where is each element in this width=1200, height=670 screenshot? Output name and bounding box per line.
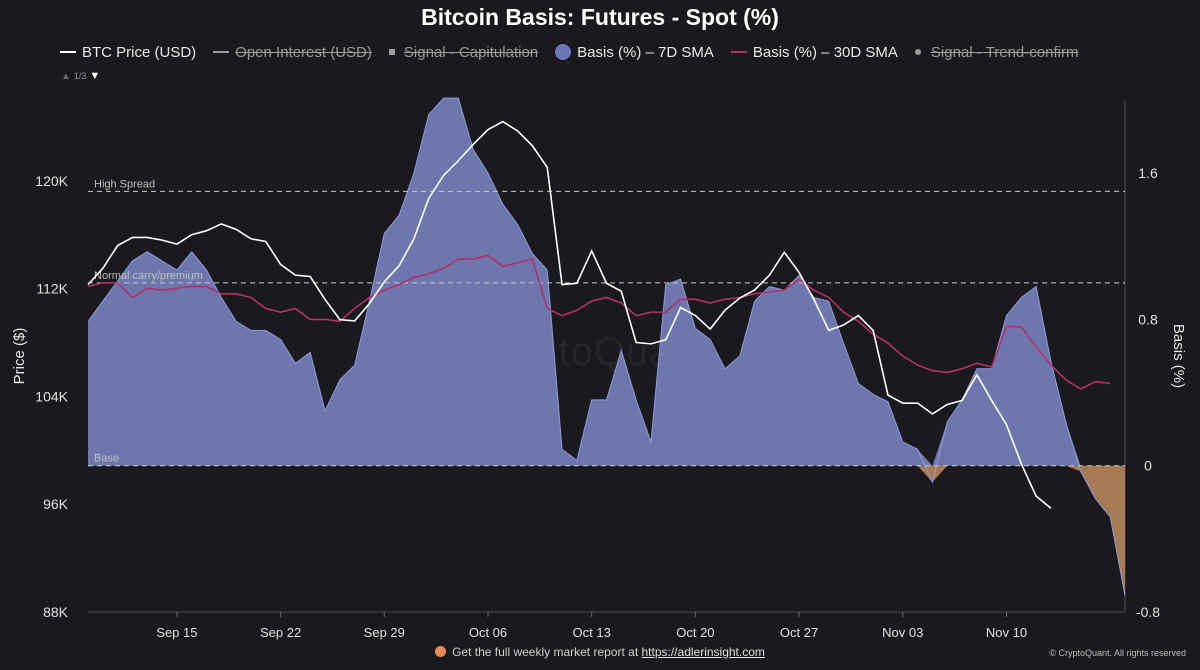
basis-7d-outline (87, 97, 1126, 596)
left-axis-title: Price ($) (11, 328, 28, 385)
legend-page-indicator: 1/3 (73, 71, 87, 81)
reference-line-label: High Spread (94, 178, 155, 190)
x-axis-tick: Sep 29 (364, 625, 405, 640)
legend-label: BTC Price (USD) (82, 43, 197, 61)
legend-swatch-icon (555, 44, 572, 60)
x-axis-tick: Sep 15 (156, 625, 197, 640)
legend-swatch-icon (388, 49, 395, 55)
basis-7d-area-positive (88, 98, 1125, 466)
basis-7d-area-negative (88, 465, 1125, 596)
promo-text: Get the full weekly market report at (452, 645, 642, 659)
legend-label: Open Interest (USD) (235, 43, 372, 61)
basis-30d-line (87, 254, 1111, 390)
legend-page-down-icon[interactable]: ▼ (89, 70, 101, 82)
copyright-credit: © CryptoQuant. All rights reserved (1049, 648, 1186, 658)
legend-label: Basis (%) – 7D SMA (577, 43, 714, 61)
legend-swatch-icon (213, 51, 230, 53)
left-axis-tick: 120K (35, 173, 68, 189)
legend-swatch-icon (60, 51, 76, 53)
left-axis-tick: 112K (36, 281, 68, 297)
x-axis-tick: Oct 27 (780, 625, 818, 640)
left-axis-tick: 96K (43, 496, 69, 512)
right-axis-tick: 0.8 (1138, 311, 1158, 327)
legend-item-3[interactable]: Signal - Capitulation (388, 43, 539, 61)
legend-item-4[interactable]: Basis (%) – 7D SMA (555, 44, 714, 61)
legend-label: Signal - Trend-confirm (930, 43, 1079, 61)
legend-swatch-icon (730, 51, 747, 53)
legend-page-up-icon[interactable]: ▲ (61, 70, 71, 82)
legend-item-1[interactable]: BTC Price (USD) (60, 44, 196, 61)
right-axis-title: Basis (%) (1170, 324, 1187, 388)
left-axis-tick: 104K (35, 388, 68, 404)
x-axis-tick: Oct 20 (676, 625, 714, 640)
right-axis-tick: 1.6 (1138, 165, 1158, 181)
legend-item-5[interactable]: Basis (%) – 30D SMA (730, 43, 898, 61)
x-axis-tick: Nov 10 (986, 625, 1027, 640)
legend-item-2[interactable]: Open Interest (USD) (213, 44, 372, 61)
left-axis-tick: 88K (43, 604, 69, 620)
x-axis-tick: Sep 22 (260, 625, 301, 640)
legend-label: Basis (%) – 30D SMA (752, 43, 898, 61)
right-axis-tick: 0 (1144, 458, 1152, 474)
legend-label: Signal - Capitulation (403, 43, 539, 61)
legend-pager: ▲ 1/3 ▼ (61, 70, 100, 82)
btc-price-line (87, 120, 1052, 509)
promo-dot-icon (435, 646, 447, 657)
reference-line-label: Normal carry/premium (94, 270, 203, 282)
chart-title: Bitcoin Basis: Futures - Spot (%) (421, 4, 779, 30)
right-axis-tick: -0.8 (1136, 604, 1160, 620)
legend-item-6[interactable]: Signal - Trend-confirm (914, 43, 1079, 61)
x-axis-tick: Nov 03 (882, 625, 923, 640)
promo-link[interactable]: https://adlerinsight.com (641, 645, 765, 659)
x-axis-tick: Oct 06 (469, 625, 507, 640)
legend-swatch-icon (914, 49, 921, 55)
x-axis-tick: Oct 13 (573, 625, 611, 640)
promo-footer: Get the full weekly market report at htt… (0, 645, 1200, 659)
chart-legend: BTC Price (USD) Open Interest (USD) Signal… (60, 41, 1095, 63)
reference-line-label: Base (94, 453, 119, 465)
